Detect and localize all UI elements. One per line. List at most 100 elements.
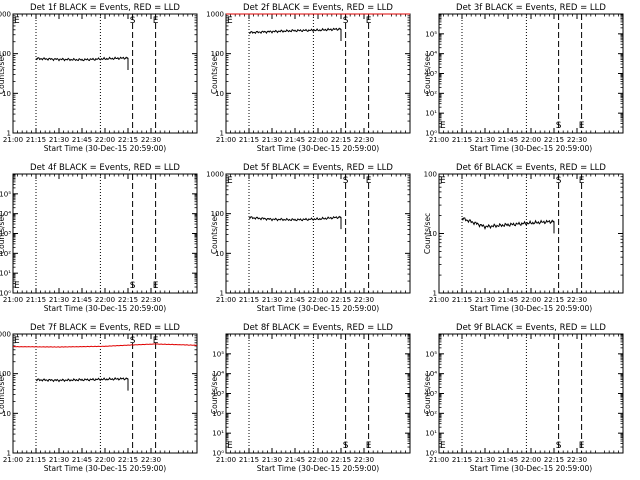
y-tick-label: 1 bbox=[220, 290, 224, 298]
y-axis-label: Counts/sec bbox=[0, 373, 6, 414]
x-axis-label: Start Time (30-Dec-15 20:59:00) bbox=[44, 304, 166, 313]
x-tick-label: 21:15 bbox=[239, 456, 259, 464]
x-tick-label: 22:30 bbox=[354, 296, 374, 304]
panel-det-9: Det 9f BLACK = Events, RED = LLD 10⁰ 10¹ 10… bbox=[423, 323, 624, 473]
y-tick-label: 10¹ bbox=[425, 430, 437, 438]
y-tick-label: 10 bbox=[215, 250, 224, 258]
y-tick-label: 100 bbox=[211, 50, 224, 58]
lld-series-line bbox=[12, 343, 198, 348]
events-series-line bbox=[248, 27, 342, 35]
marker-e: E bbox=[153, 336, 159, 346]
x-tick-label: 21:00 bbox=[3, 456, 23, 464]
x-tick-label: 21:00 bbox=[429, 296, 449, 304]
x-tick-label: 21:45 bbox=[285, 296, 305, 304]
plot-frame bbox=[12, 13, 198, 134]
y-tick-label: 10² bbox=[212, 410, 224, 418]
x-tick-label: 21:15 bbox=[26, 136, 46, 144]
panel-title: Det 8f BLACK = Events, RED = LLD bbox=[243, 323, 393, 333]
events-series-line bbox=[461, 217, 555, 230]
y-tick-label: 1 bbox=[220, 130, 224, 138]
panel-title: Det 7f BLACK = Events, RED = LLD bbox=[30, 323, 180, 333]
y-tick-label: 10⁴ bbox=[212, 370, 224, 378]
y-axis-label: Counts/sec bbox=[210, 373, 219, 414]
x-tick-label: 22:15 bbox=[118, 296, 138, 304]
y-tick-label: 1000 bbox=[206, 11, 224, 19]
x-tick-label: 22:15 bbox=[118, 136, 138, 144]
marker-s: S bbox=[343, 16, 349, 26]
marker-s: S bbox=[130, 336, 136, 346]
marker-e: E bbox=[366, 16, 372, 26]
x-tick-label: 22:15 bbox=[331, 456, 351, 464]
x-tick-label: 22:15 bbox=[331, 296, 351, 304]
y-tick-label: 10³ bbox=[425, 390, 437, 398]
x-tick-label: 22:30 bbox=[141, 456, 161, 464]
start-marker-e: E bbox=[227, 16, 233, 26]
y-tick-label: 10³ bbox=[0, 230, 11, 238]
x-tick-label: 21:45 bbox=[72, 456, 92, 464]
y-tick-label: 10⁴ bbox=[425, 370, 437, 378]
x-tick-label: 22:30 bbox=[567, 456, 587, 464]
x-axis-label: Start Time (30-Dec-15 20:59:00) bbox=[44, 144, 166, 153]
x-tick-label: 22:00 bbox=[95, 296, 115, 304]
marker-s: S bbox=[130, 281, 136, 291]
start-marker-e: E bbox=[440, 441, 446, 451]
y-axis-label: Counts/sec bbox=[0, 213, 6, 254]
y-tick-label: 10¹ bbox=[212, 430, 224, 438]
x-tick-label: 21:30 bbox=[475, 136, 495, 144]
plot-frame bbox=[12, 333, 198, 454]
marker-s: S bbox=[343, 176, 349, 186]
events-series-line bbox=[248, 215, 342, 222]
y-tick-label: 10² bbox=[425, 410, 437, 418]
x-tick-label: 21:00 bbox=[429, 136, 449, 144]
x-tick-label: 21:15 bbox=[26, 456, 46, 464]
marker-e: E bbox=[579, 441, 585, 451]
x-tick-label: 21:30 bbox=[475, 456, 495, 464]
plot-frame bbox=[225, 173, 411, 294]
y-tick-label: 1000 bbox=[0, 11, 11, 19]
x-axis-label: Start Time (30-Dec-15 20:59:00) bbox=[470, 304, 592, 313]
marker-e: E bbox=[153, 16, 159, 26]
x-tick-label: 21:15 bbox=[452, 296, 472, 304]
x-tick-label: 22:30 bbox=[354, 136, 374, 144]
y-tick-label: 10⁵ bbox=[0, 190, 11, 198]
panel-title: Det 4f BLACK = Events, RED = LLD bbox=[30, 163, 180, 173]
x-tick-label: 22:30 bbox=[141, 136, 161, 144]
x-axis-label: Start Time (30-Dec-15 20:59:00) bbox=[470, 144, 592, 153]
x-tick-label: 21:15 bbox=[239, 296, 259, 304]
x-tick-label: 22:15 bbox=[544, 296, 564, 304]
plot-frame bbox=[225, 333, 411, 454]
x-tick-label: 21:00 bbox=[216, 456, 236, 464]
x-tick-label: 22:00 bbox=[521, 296, 541, 304]
panel-title: Det 3f BLACK = Events, RED = LLD bbox=[456, 3, 606, 13]
x-tick-label: 22:00 bbox=[521, 136, 541, 144]
y-tick-label: 10¹ bbox=[0, 270, 11, 278]
y-tick-label: 100 bbox=[0, 50, 11, 58]
y-axis-label: Counts/sec bbox=[210, 53, 219, 94]
x-tick-label: 21:45 bbox=[285, 456, 305, 464]
plot-frame bbox=[12, 173, 198, 294]
panel-title: Det 1f BLACK = Events, RED = LLD bbox=[30, 3, 180, 13]
x-tick-label: 21:15 bbox=[452, 136, 472, 144]
y-tick-label: 10³ bbox=[425, 70, 437, 78]
y-tick-label: 10⁴ bbox=[0, 210, 11, 218]
panel-det-4: Det 4f BLACK = Events, RED = LLD 10⁰ 10¹ 10… bbox=[0, 163, 198, 313]
panel-det-3: Det 3f BLACK = Events, RED = LLD 10⁰ 10¹ 10… bbox=[423, 3, 624, 153]
events-series-line bbox=[35, 376, 129, 383]
start-marker-e: E bbox=[227, 441, 233, 451]
y-tick-label: 1000 bbox=[206, 171, 224, 179]
y-tick-label: 10⁵ bbox=[425, 30, 437, 38]
x-tick-label: 21:15 bbox=[239, 136, 259, 144]
y-tick-label: 10 bbox=[428, 230, 437, 238]
y-tick-label: 10 bbox=[2, 410, 11, 418]
y-axis-label: Counts/sec bbox=[423, 373, 432, 414]
y-tick-label: 10⁰ bbox=[212, 450, 224, 458]
x-tick-label: 22:30 bbox=[354, 456, 374, 464]
plot-frame bbox=[438, 333, 624, 454]
marker-s: S bbox=[556, 176, 562, 186]
x-tick-label: 21:45 bbox=[498, 456, 518, 464]
y-tick-label: 10 bbox=[215, 90, 224, 98]
panel-det-8: Det 8f BLACK = Events, RED = LLD 10⁰ 10¹ 10… bbox=[210, 323, 411, 473]
x-tick-label: 21:30 bbox=[475, 296, 495, 304]
x-tick-label: 21:00 bbox=[429, 456, 449, 464]
